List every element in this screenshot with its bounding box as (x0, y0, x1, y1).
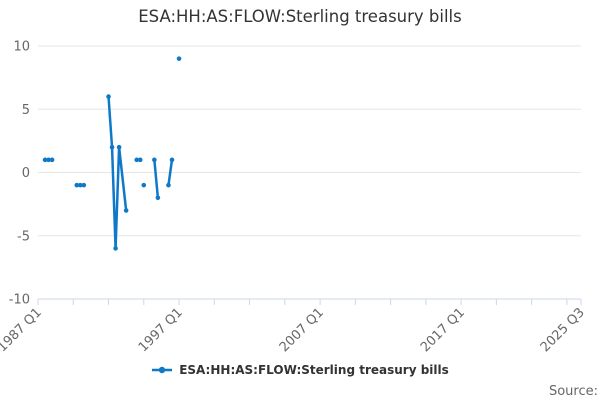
line-segment (167, 158, 174, 187)
line-segment (153, 158, 160, 200)
data-point[interactable] (74, 182, 80, 188)
data-point[interactable] (141, 182, 147, 188)
data-point[interactable] (152, 157, 157, 163)
data-point[interactable] (169, 157, 175, 163)
data-point[interactable] (166, 182, 171, 188)
source-note: Source: (548, 384, 598, 399)
data-point[interactable] (113, 246, 118, 251)
data-point[interactable] (78, 182, 83, 188)
y-axis-label: 10 (13, 40, 30, 55)
data-point[interactable] (116, 144, 122, 150)
legend-item[interactable]: ESA:HH:AS:FLOW:Sterling treasury bills (0, 363, 600, 377)
chart-title: ESA:HH:AS:FLOW:Sterling treasury bills (138, 7, 462, 26)
data-point[interactable] (109, 144, 115, 150)
data-point[interactable] (137, 157, 143, 163)
y-axis-label: -10 (9, 293, 30, 308)
data-point[interactable] (155, 195, 161, 201)
y-axis-label: 5 (22, 103, 30, 118)
legend-marker-icon (152, 366, 173, 374)
x-axis-label: 2025 Q3 (538, 305, 588, 352)
data-point[interactable] (123, 208, 129, 213)
data-point[interactable] (81, 182, 87, 188)
y-axis-label: -5 (17, 229, 30, 244)
data-point[interactable] (176, 56, 182, 61)
x-axis-label: 1987 Q1 (0, 305, 45, 352)
x-axis-label: 2017 Q1 (418, 305, 468, 352)
data-point[interactable] (49, 157, 55, 163)
x-axis-label: 1997 Q1 (136, 305, 186, 352)
data-point[interactable] (134, 157, 140, 163)
x-axis-label: 2007 Q1 (277, 305, 327, 352)
legend-label: ESA:HH:AS:FLOW:Sterling treasury bills (179, 363, 449, 377)
y-axis-label: 0 (22, 166, 30, 181)
data-point[interactable] (46, 157, 51, 163)
data-point[interactable] (42, 157, 48, 163)
data-point[interactable] (106, 94, 111, 99)
